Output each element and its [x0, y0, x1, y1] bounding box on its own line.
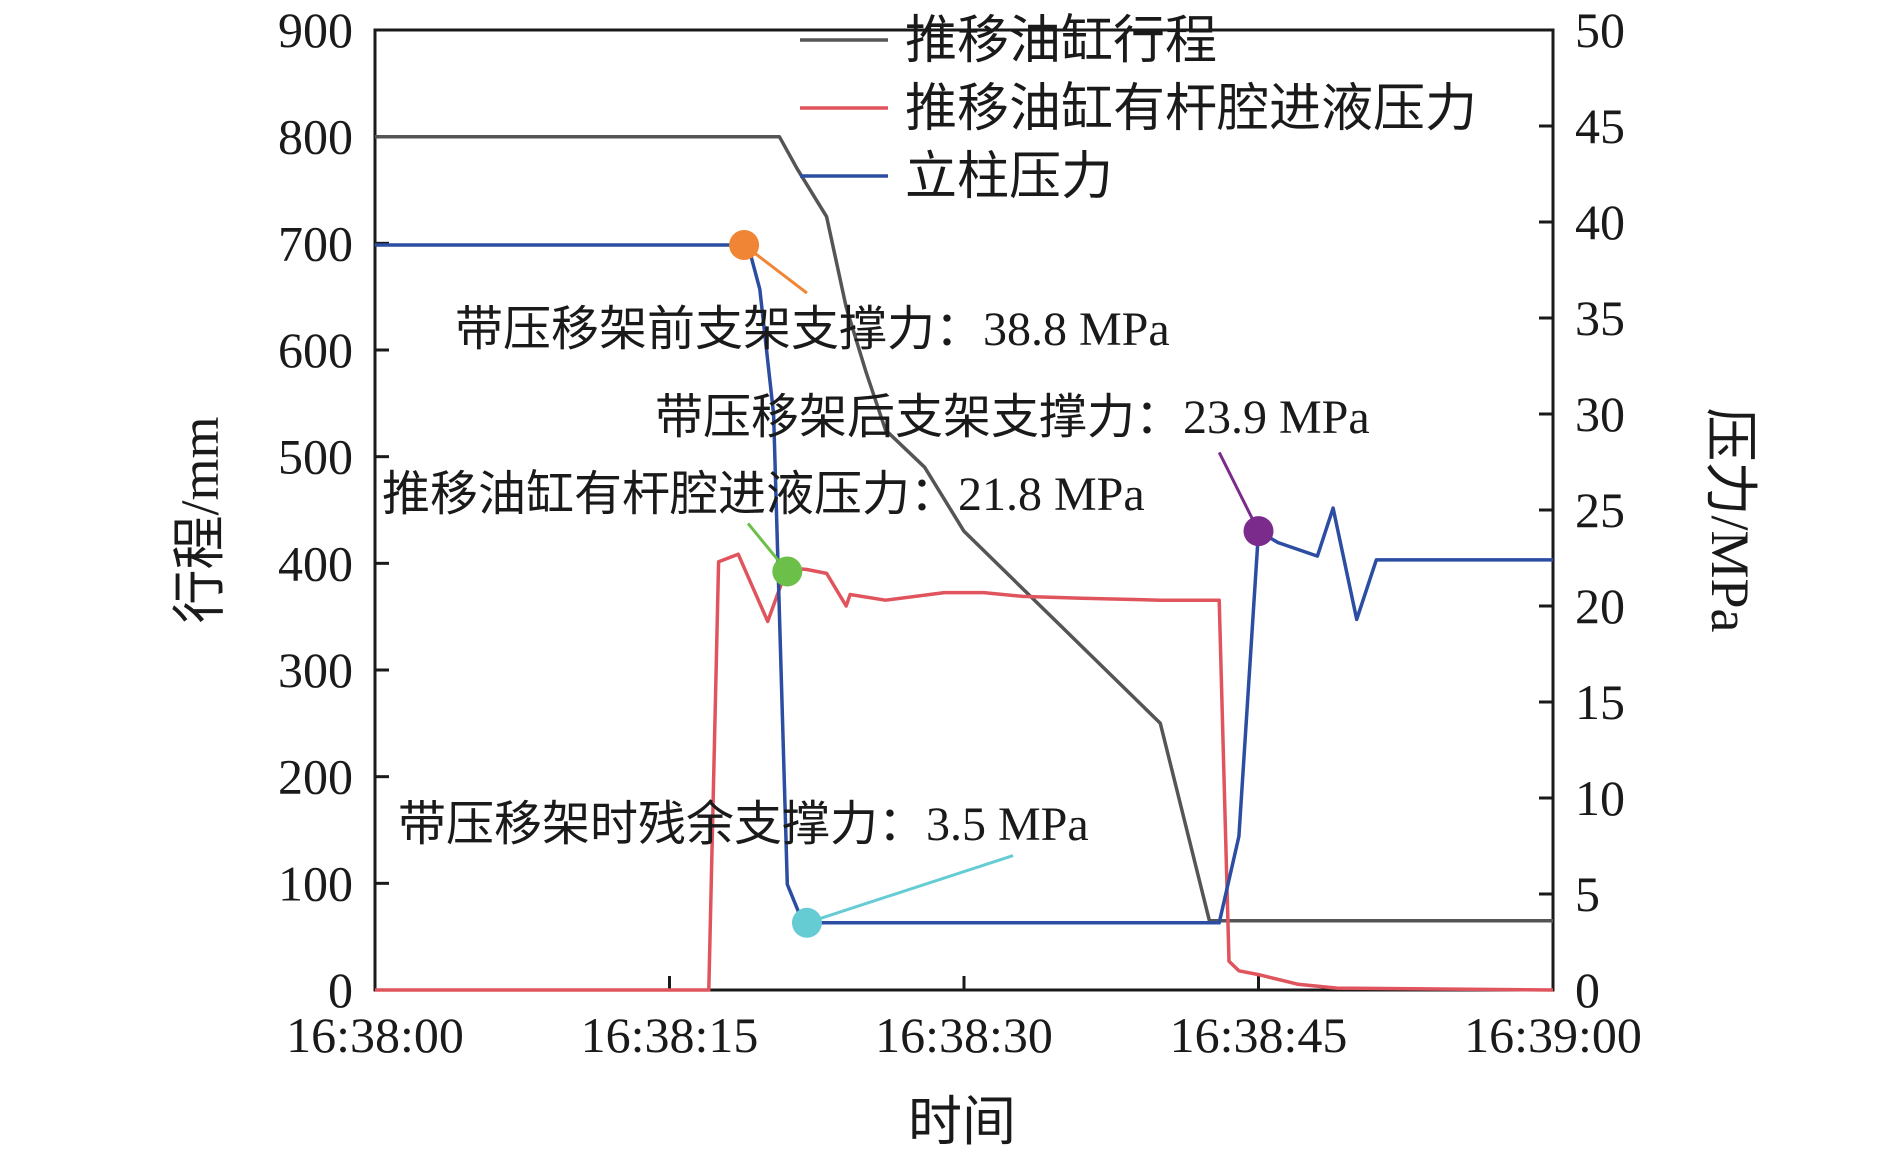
axes-layer: 0 100 200 300 400 500 600 700 800 900 0 5 10 15 20 25 30…: [278, 2, 1642, 1063]
annotation-marker-3: [772, 556, 803, 587]
annotation-marker-2: [1243, 516, 1274, 547]
y-left-tick-label: 200: [278, 749, 353, 805]
legend-entry-2: 推移油缸有杆腔进液压力: [905, 80, 1477, 138]
y-left-tick-label: 500: [278, 429, 353, 485]
series-line-2: [375, 552, 1554, 992]
y-right-tick-label: 5: [1575, 866, 1600, 922]
x-tick-label: 16:38:30: [875, 1007, 1053, 1063]
legend-entry-3: 立柱压力: [905, 149, 1113, 206]
y-right-tick-label: 30: [1575, 386, 1625, 442]
y-right-tick-label: 15: [1575, 674, 1625, 730]
y-left-tick-label: 300: [278, 642, 353, 698]
y-right-tick-label: 20: [1575, 578, 1625, 634]
annotation-layer: 带压移架前支架支撑力：38.8 MPa 带压移架后支架支撑力：23.9 MPa 推移…: [382, 230, 1370, 938]
y-right-tick-label: 0: [1575, 962, 1600, 1018]
y-right-tick-label: 10: [1575, 770, 1625, 826]
annotation-label-1: 带压移架前支架支撑力：38.8 MPa: [455, 303, 1170, 356]
annotation-marker-4: [791, 907, 822, 938]
x-tick-label: 16:38:00: [286, 1007, 464, 1063]
y-right-tick-label: 50: [1575, 2, 1625, 58]
y-left-tick-label: 900: [278, 2, 353, 58]
annotation-label-3: 推移油缸有杆腔进液压力：21.8 MPa: [382, 468, 1145, 521]
y-right-tick-label: 40: [1575, 194, 1625, 250]
x-axis-title: 时间: [908, 1092, 1016, 1152]
y-left-tick-label: 700: [278, 215, 353, 271]
annotation-label-4: 带压移架时残余支撑力：3.5 MPa: [398, 798, 1089, 851]
x-tick-label: 16:38:45: [1170, 1007, 1348, 1063]
y-right-tick-label: 35: [1575, 290, 1625, 346]
y-left-tick-label: 0: [328, 962, 353, 1018]
series-line-1: [375, 134, 1553, 923]
annotation-label-2: 带压移架后支架支撑力：23.9 MPa: [655, 391, 1370, 444]
y-left-tick-label: 100: [278, 855, 353, 911]
y-right-tick-label: 25: [1575, 482, 1625, 538]
annotation-leader-4: [806, 854, 1014, 925]
y-axis-left-title: 行程/mm: [170, 416, 230, 623]
y-axis-right-title: 压力/MPa: [1700, 407, 1760, 632]
y-left-tick-label: 400: [278, 535, 353, 591]
y-left-tick-label: 800: [278, 109, 353, 165]
series-layer: [375, 134, 1554, 992]
y-left-tick-label: 600: [278, 322, 353, 378]
series-line-3: [375, 243, 1553, 925]
y-right-tick-label: 45: [1575, 98, 1625, 154]
x-tick-label: 16:38:15: [581, 1007, 759, 1063]
annotation-marker-1: [729, 230, 760, 261]
legend-entry-1: 推移油缸行程: [905, 12, 1217, 70]
x-tick-label: 16:39:00: [1464, 1007, 1642, 1063]
